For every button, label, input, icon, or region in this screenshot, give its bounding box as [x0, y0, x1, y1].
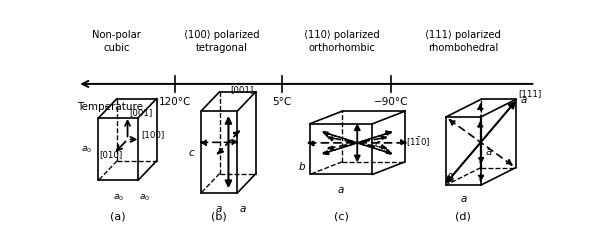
Text: $a_0$: $a_0$: [139, 191, 151, 202]
Text: b: b: [298, 161, 305, 171]
Text: a: a: [338, 184, 344, 195]
Text: −90°C: −90°C: [374, 96, 409, 106]
Text: (a): (a): [110, 210, 126, 220]
Text: [100]: [100]: [141, 130, 164, 139]
Text: a: a: [239, 203, 246, 213]
Text: a: a: [460, 193, 466, 203]
Text: ⟨111⟩ polarized
rhombohedral: ⟨111⟩ polarized rhombohedral: [425, 30, 501, 53]
Text: a: a: [485, 146, 492, 156]
Text: [001]: [001]: [130, 108, 152, 117]
Text: 5°C: 5°C: [272, 96, 292, 106]
Text: Temperature: Temperature: [77, 102, 143, 112]
Text: (b): (b): [211, 210, 227, 220]
Text: c: c: [189, 147, 194, 158]
Text: $a_0$: $a_0$: [113, 191, 124, 202]
Text: a: a: [520, 95, 527, 105]
Text: [1$\bar{1}$0]: [1$\bar{1}$0]: [406, 135, 431, 148]
Text: [010]: [010]: [100, 149, 123, 158]
Text: [001]: [001]: [230, 84, 254, 93]
Text: Non-polar
cubic: Non-polar cubic: [92, 30, 141, 53]
Text: $a_0$: $a_0$: [81, 144, 92, 155]
Text: a: a: [216, 203, 223, 213]
Text: ⟨100⟩ polarized
tetragonal: ⟨100⟩ polarized tetragonal: [184, 30, 259, 53]
Text: [111]: [111]: [518, 89, 541, 98]
Text: 120°C: 120°C: [159, 96, 191, 106]
Text: ⟨110⟩ polarized
orthorhombic: ⟨110⟩ polarized orthorhombic: [305, 30, 380, 53]
Text: α: α: [447, 171, 454, 181]
Text: (d): (d): [455, 210, 471, 220]
Text: c: c: [374, 138, 380, 148]
Text: (c): (c): [334, 210, 349, 220]
